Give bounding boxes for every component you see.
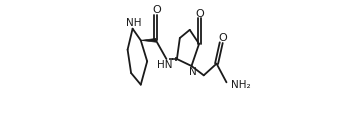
Text: O: O (153, 5, 161, 15)
Text: NH₂: NH₂ (231, 80, 250, 90)
Text: O: O (218, 33, 227, 43)
Text: HN: HN (157, 60, 172, 70)
Text: NH: NH (126, 18, 142, 28)
Polygon shape (141, 38, 156, 42)
Text: N: N (189, 67, 197, 77)
Text: O: O (196, 8, 205, 19)
